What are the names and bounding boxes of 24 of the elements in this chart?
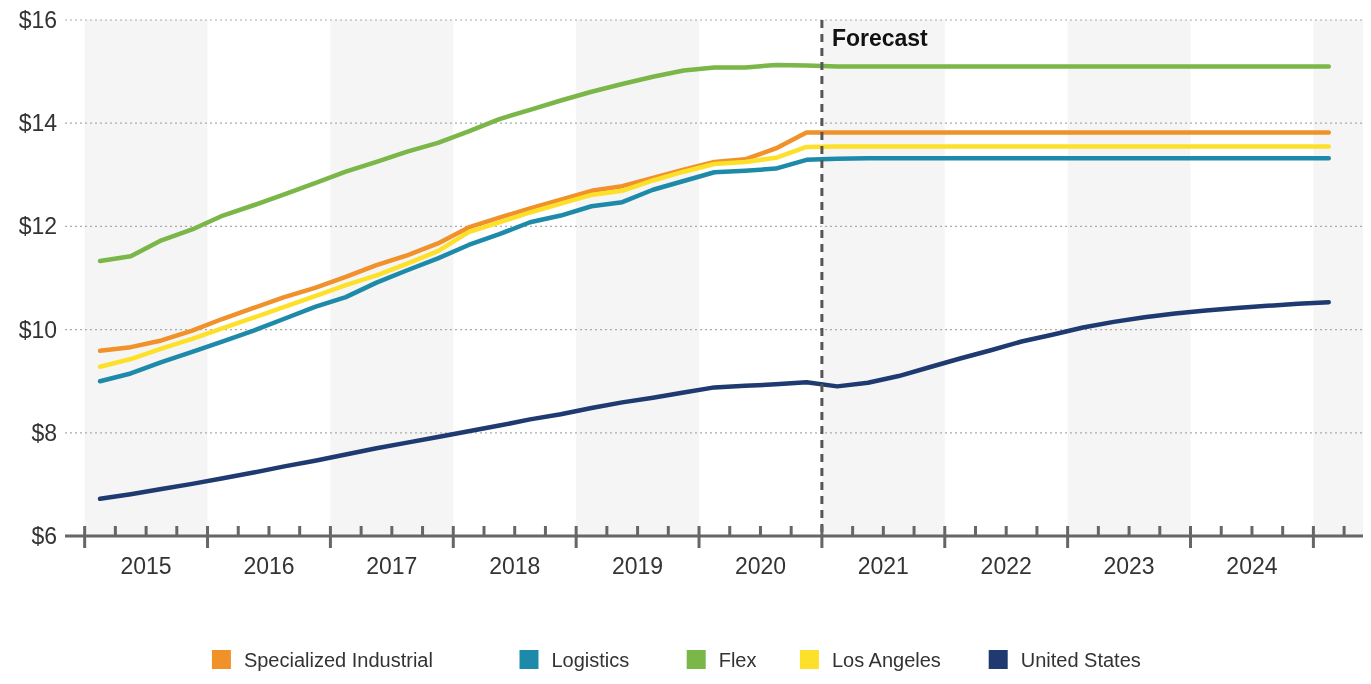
x-tick-label: 2023 [1103,553,1155,579]
legend-label: Specialized Industrial [243,649,433,671]
x-tick-label: 2020 [734,553,787,579]
y-tick-label: $8 [31,419,57,446]
legend-label: Los Angeles [831,649,941,671]
y-tick-label: $10 [18,316,57,343]
x-tick-label: 2021 [857,553,909,579]
x-tick-label: 2024 [1226,553,1278,579]
legend-label: Logistics [551,649,630,671]
ref-line-label: Forecast [831,25,929,51]
line-series [97,62,1331,264]
x-tick-label: 2018 [489,553,541,579]
x-tick-label: 2016 [243,553,295,579]
x-tick-label: 2015 [120,553,172,579]
x-tick-label: 2017 [366,553,418,579]
line-series [97,300,1331,502]
y-tick-label: $6 [31,523,57,550]
legend-label: Flex [718,649,757,671]
legend-label: United States [1020,649,1141,671]
y-tick-label: $12 [18,213,57,240]
y-tick-label: $16 [18,7,57,34]
x-tick-label: 2019 [612,553,664,579]
x-tick-label: 2022 [980,553,1032,579]
y-tick-label: $14 [18,110,58,137]
